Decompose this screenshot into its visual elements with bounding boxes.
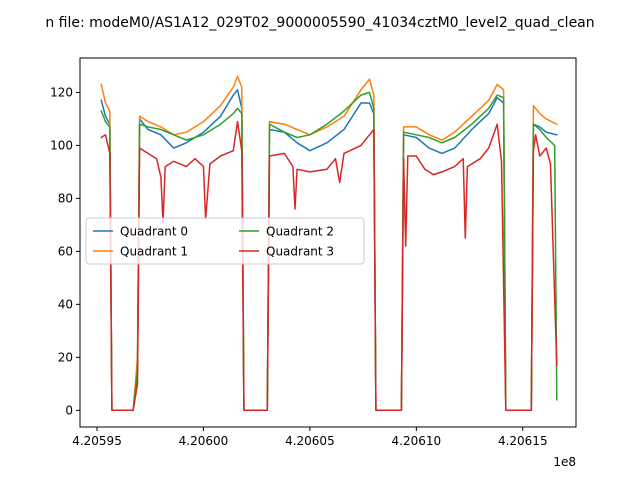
x-axis: 4.20595 4.20600 4.20605 4.20610 4.20615 (72, 427, 548, 448)
y-tick-label: 60 (58, 244, 73, 258)
series-layer (100, 75, 558, 412)
x-axis-offset-label: 1e8 (553, 455, 576, 469)
x-tick-label: 4.20595 (72, 434, 122, 448)
chart-title: n file: modeM0/AS1A12_029T02_9000005590_… (45, 15, 594, 31)
legend[interactable]: Quadrant 0 Quadrant 1 Quadrant 2 Quadrant 3 (85, 217, 365, 265)
legend-frame (85, 217, 365, 265)
x-tick-label: 4.20600 (179, 434, 229, 448)
y-tick-label: 40 (58, 297, 73, 311)
x-tick-label: 4.20615 (498, 434, 548, 448)
x-tick-label: 4.20610 (392, 434, 442, 448)
y-tick-label: 120 (50, 85, 73, 99)
legend-label-quadrant-1[interactable]: Quadrant 1 (120, 245, 188, 259)
plot-frame (79, 57, 577, 428)
y-tick-label: 0 (65, 403, 73, 417)
series-line-quadrant-0 (100, 89, 558, 412)
series-line-quadrant-1 (100, 75, 558, 412)
x-tick-label: 4.20605 (285, 434, 335, 448)
series-line-quadrant-2 (100, 91, 558, 412)
legend-label-quadrant-3[interactable]: Quadrant 3 (266, 245, 334, 259)
y-tick-label: 80 (58, 191, 73, 205)
legend-label-quadrant-2[interactable]: Quadrant 2 (266, 225, 334, 239)
y-tick-label: 100 (50, 138, 73, 152)
legend-label-quadrant-0[interactable]: Quadrant 0 (120, 225, 188, 239)
y-axis: 0 20 40 60 80 100 120 (50, 85, 80, 417)
series-line-quadrant-3 (100, 120, 558, 412)
y-tick-label: 20 (58, 350, 73, 364)
